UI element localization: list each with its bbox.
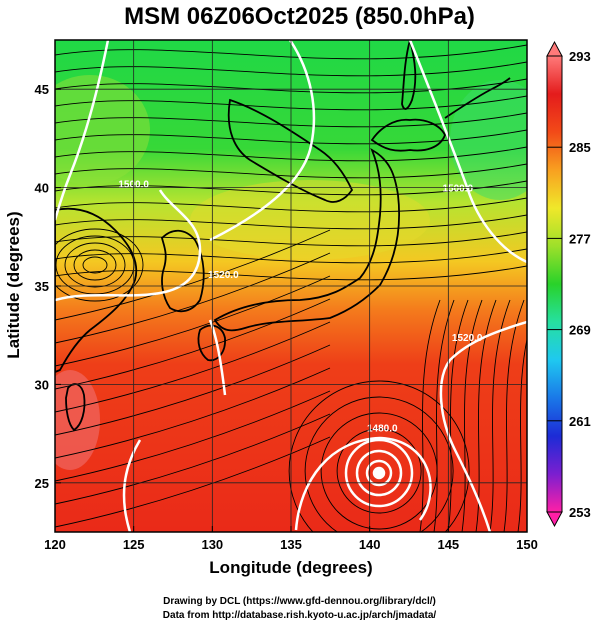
streamline-westerly [55, 146, 527, 162]
streamline-southwesterly [55, 367, 331, 459]
contour-line [439, 320, 527, 532]
japan-honshu-coast [213, 147, 401, 332]
colorbar-label: 269 [569, 323, 591, 338]
streamline-westerly [55, 163, 527, 179]
colorbar-label: 261 [569, 414, 591, 429]
sakhalin-coast [401, 40, 417, 110]
streamline-cyclonic [288, 380, 470, 532]
y-tick-label: 25 [35, 476, 49, 491]
credit-data-source: Data from http://database.rish.kyoto-u.a… [162, 610, 437, 621]
x-tick-label: 125 [123, 537, 145, 552]
colorbar-label: 293 [569, 49, 591, 64]
y-tick-label: 40 [35, 181, 49, 196]
korea-peninsula-coast [161, 229, 205, 313]
colorbar-ticks: 293 285 277 269 261 253 [547, 49, 591, 520]
streamline-southwesterly [55, 413, 331, 505]
streamline-low-circulation [55, 228, 144, 302]
map-gridlines [55, 40, 527, 532]
streamline-southwesterly [55, 229, 331, 321]
x-tick-label: 130 [201, 537, 223, 552]
streamline-southerly [447, 299, 469, 532]
map-title: MSM 06Z06Oct2025 (850.0hPa) [124, 3, 475, 30]
streamline-southwesterly [55, 298, 331, 390]
streamline-southerly [433, 299, 455, 532]
contour-label: 1500.0 [442, 184, 473, 195]
streamline-westerly [55, 44, 527, 60]
contour-line [209, 40, 316, 242]
contour-label: 1520.0 [452, 333, 483, 344]
streamline-westerly [55, 61, 527, 77]
colorbar-label: 253 [569, 505, 591, 520]
streamline-westerly [55, 214, 527, 230]
typhoon-ring-middle [355, 449, 403, 497]
geopotential-contours [55, 40, 527, 532]
x-tick-label: 120 [44, 537, 66, 552]
streamline-southerly [461, 299, 483, 532]
x-tick-label: 140 [359, 537, 381, 552]
streamline-low-circulation [64, 242, 126, 288]
streamline-westerly [55, 265, 527, 281]
x-axis-label: Longitude (degrees) [209, 558, 373, 577]
streamline-southerly [503, 299, 525, 532]
contour-label: 1520.0 [208, 270, 239, 281]
colorbar-label: 277 [569, 231, 591, 246]
x-tick-label: 145 [437, 537, 459, 552]
typhoon-circulation [344, 438, 414, 508]
china-coast [55, 207, 138, 373]
longitude-ticks: 120 125 130 135 140 145 150 [44, 526, 538, 552]
colorbar-min-triangle [546, 511, 563, 528]
cool-patch-northeast [450, 80, 527, 200]
streamline-cyclonic [336, 428, 422, 514]
contour-label: 1480.0 [367, 424, 398, 435]
streamline-low-circulation [82, 256, 108, 274]
streamline-cyclonic [320, 412, 438, 530]
kuril-islands [444, 77, 511, 119]
japan-kyushu-coast [197, 324, 226, 362]
streamline-southerly [475, 299, 497, 532]
streamline-cyclonic [304, 396, 454, 532]
contour-line [294, 436, 432, 531]
colorbar-max-triangle [546, 40, 563, 57]
streamline-westerly [55, 248, 527, 264]
streamline-southerly [419, 299, 441, 532]
streamline-westerly [55, 95, 527, 111]
russia-coast [227, 98, 354, 203]
y-tick-label: 30 [35, 377, 49, 392]
typhoon-ring-inner [365, 459, 393, 487]
yellow-band [190, 180, 430, 260]
warm-patch-northwest [55, 75, 150, 185]
streamline-westerly [55, 180, 527, 196]
y-tick-label: 45 [35, 82, 49, 97]
x-tick-label: 150 [516, 537, 538, 552]
coastlines [55, 40, 511, 432]
contour-line [55, 189, 202, 302]
y-tick-label: 35 [35, 279, 49, 294]
typhoon-ring-outer [344, 438, 414, 508]
streamline-low-circulation [73, 249, 117, 281]
colorbar-label: 285 [569, 140, 591, 155]
latitude-ticks: 25 30 35 40 45 [35, 82, 61, 491]
streamline-southwesterly [55, 321, 331, 413]
colorbar-body [546, 55, 563, 513]
streamline-southwesterly [55, 275, 331, 367]
streamline-southerly [517, 337, 527, 532]
contour-line [122, 439, 142, 532]
streamline-southwesterly [55, 390, 331, 482]
x-tick-label: 135 [280, 537, 302, 552]
streamline-southwesterly [55, 344, 331, 436]
japan-hokkaido-coast [370, 118, 446, 152]
credit-drawing: Drawing by DCL (https://www.gfd-dennou.o… [163, 596, 436, 607]
taiwan-coast [65, 383, 86, 432]
streamline-southwesterly [55, 436, 331, 528]
streamline-westerly [55, 112, 527, 128]
typhoon-eye [372, 466, 386, 480]
contour-line [408, 40, 527, 264]
colorbar: 293 285 277 269 261 253 [546, 40, 591, 528]
contour-line [55, 40, 110, 221]
